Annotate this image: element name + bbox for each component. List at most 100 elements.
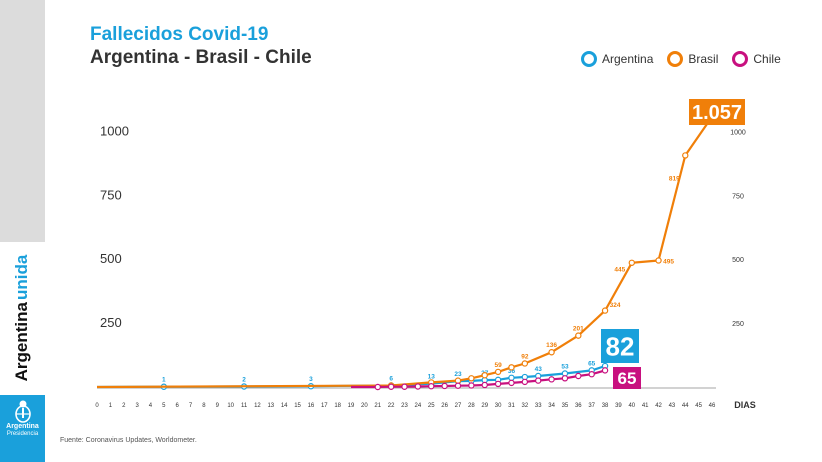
legend-marker-brasil [667,51,684,67]
x-tick-label-5: 5 [162,403,166,409]
data-label-argentina-16: 3 [309,376,313,383]
point-chile-33 [535,377,542,384]
y-left-tick-250: 250 [100,315,122,330]
data-label-brasil-38: 324 [610,302,621,309]
point-chile-34 [548,376,555,383]
series-line-brasil [96,116,713,389]
chart-subtitle: Argentina - Brasil - Chile [90,47,312,68]
legend-item-chile: Chile [732,51,781,67]
final-value-box-brasil [689,99,745,125]
point-argentina-31 [508,374,515,381]
x-tick-label-22: 22 [388,403,395,409]
point-brasil-29 [481,372,488,379]
x-axis-label: DIAS [734,400,756,410]
data-label-brasil-44: 819 [669,176,680,183]
x-tick-label-19: 19 [348,403,355,409]
source-note: Fuente: Coronavirus Updates, Worldometer… [60,437,197,444]
point-chile-31 [508,379,515,387]
point-chile-22 [387,383,395,390]
final-value-chile: 65 [618,369,637,388]
x-tick-label-27: 27 [455,403,462,409]
point-chile-27 [454,382,462,389]
x-tick-label-31: 31 [508,403,515,409]
point-brasil-30 [494,368,502,376]
x-tick-label-12: 12 [254,403,261,409]
data-label-brasil-30: 59 [494,362,502,369]
data-label-argentina-5: 1 [162,377,166,384]
x-tick-label-32: 32 [521,403,528,409]
x-tick-label-37: 37 [588,403,595,409]
y-right-tick-250: 250 [732,321,744,328]
x-tick-label-38: 38 [602,403,609,409]
point-brasil-31 [508,364,515,371]
x-tick-label-35: 35 [562,403,569,409]
x-tick-label-17: 17 [321,403,328,409]
point-brasil-34 [548,349,555,356]
coat-of-arms-icon [14,400,31,423]
legend-label-argentina: Argentina [602,52,654,66]
x-tick-label-16: 16 [308,403,315,409]
final-value-box-chile [613,367,641,389]
legend-item-argentina: Argentina [581,51,653,67]
point-chile-35 [561,375,569,382]
data-label-argentina-22: 6 [389,375,393,382]
x-tick-label-15: 15 [294,403,301,409]
x-tick-label-29: 29 [481,403,488,409]
chart-title: Fallecidos Covid-19 [90,24,269,45]
x-tick-label-23: 23 [401,403,408,409]
x-tick-label-40: 40 [628,403,635,409]
final-value-argentina: 82 [606,331,635,361]
point-chile-30 [494,380,502,388]
y-right-tick-500: 500 [732,257,744,264]
x-tick-label-18: 18 [334,403,341,409]
point-brasil-36 [575,332,582,339]
data-label-brasil-36: 201 [573,326,584,333]
data-label-argentina-37: 65 [588,360,596,367]
sidebar-gray-band [0,0,45,242]
x-tick-label-1: 1 [109,403,113,409]
x-tick-label-26: 26 [441,403,448,409]
x-tick-label-7: 7 [189,403,193,409]
y-right-tick-750: 750 [732,193,744,200]
point-brasil-44 [682,152,689,159]
chart-legend: Argentina Brasil Chile [581,51,781,67]
point-chile-37 [588,371,595,378]
x-tick-label-4: 4 [149,403,153,409]
x-tick-label-28: 28 [468,403,475,409]
x-tick-label-8: 8 [202,403,206,409]
point-chile-28 [468,382,475,389]
point-brasil-42 [655,257,662,264]
x-tick-label-33: 33 [535,403,542,409]
point-brasil-40 [628,259,636,266]
x-tick-label-13: 13 [267,403,274,409]
data-label-argentina-33: 43 [535,366,543,373]
x-tick-label-9: 9 [216,403,220,409]
point-chile-29 [481,381,488,389]
x-tick-label-25: 25 [428,403,435,409]
x-tick-label-42: 42 [655,403,662,409]
presidencia-emblem: Argentina Presidencia [0,395,45,462]
x-tick-label-41: 41 [642,403,649,409]
data-label-brasil-40: 445 [614,266,625,273]
data-label-argentina-27: 23 [454,371,462,378]
data-label-brasil-34: 136 [546,342,557,349]
x-tick-label-45: 45 [695,403,702,409]
x-tick-label-44: 44 [682,403,689,409]
x-tick-label-24: 24 [415,403,422,409]
point-brasil-27 [454,377,462,384]
y-left-tick-750: 750 [100,187,122,202]
x-tick-label-34: 34 [548,403,555,409]
data-label-argentina-31: 36 [508,368,516,375]
final-value-box-argentina [601,329,639,363]
y-left-tick-500: 500 [100,251,122,266]
x-tick-label-14: 14 [281,403,288,409]
x-tick-label-2: 2 [122,403,126,409]
emblem-line-2: Presidencia [6,431,39,437]
data-label-brasil-32: 92 [521,353,529,360]
x-tick-label-39: 39 [615,403,622,409]
y-left-tick-1000: 1000 [100,123,129,138]
legend-item-brasil: Brasil [667,51,718,67]
x-tick-label-36: 36 [575,403,582,409]
legend-marker-chile [732,51,749,67]
x-tick-label-10: 10 [227,403,234,409]
